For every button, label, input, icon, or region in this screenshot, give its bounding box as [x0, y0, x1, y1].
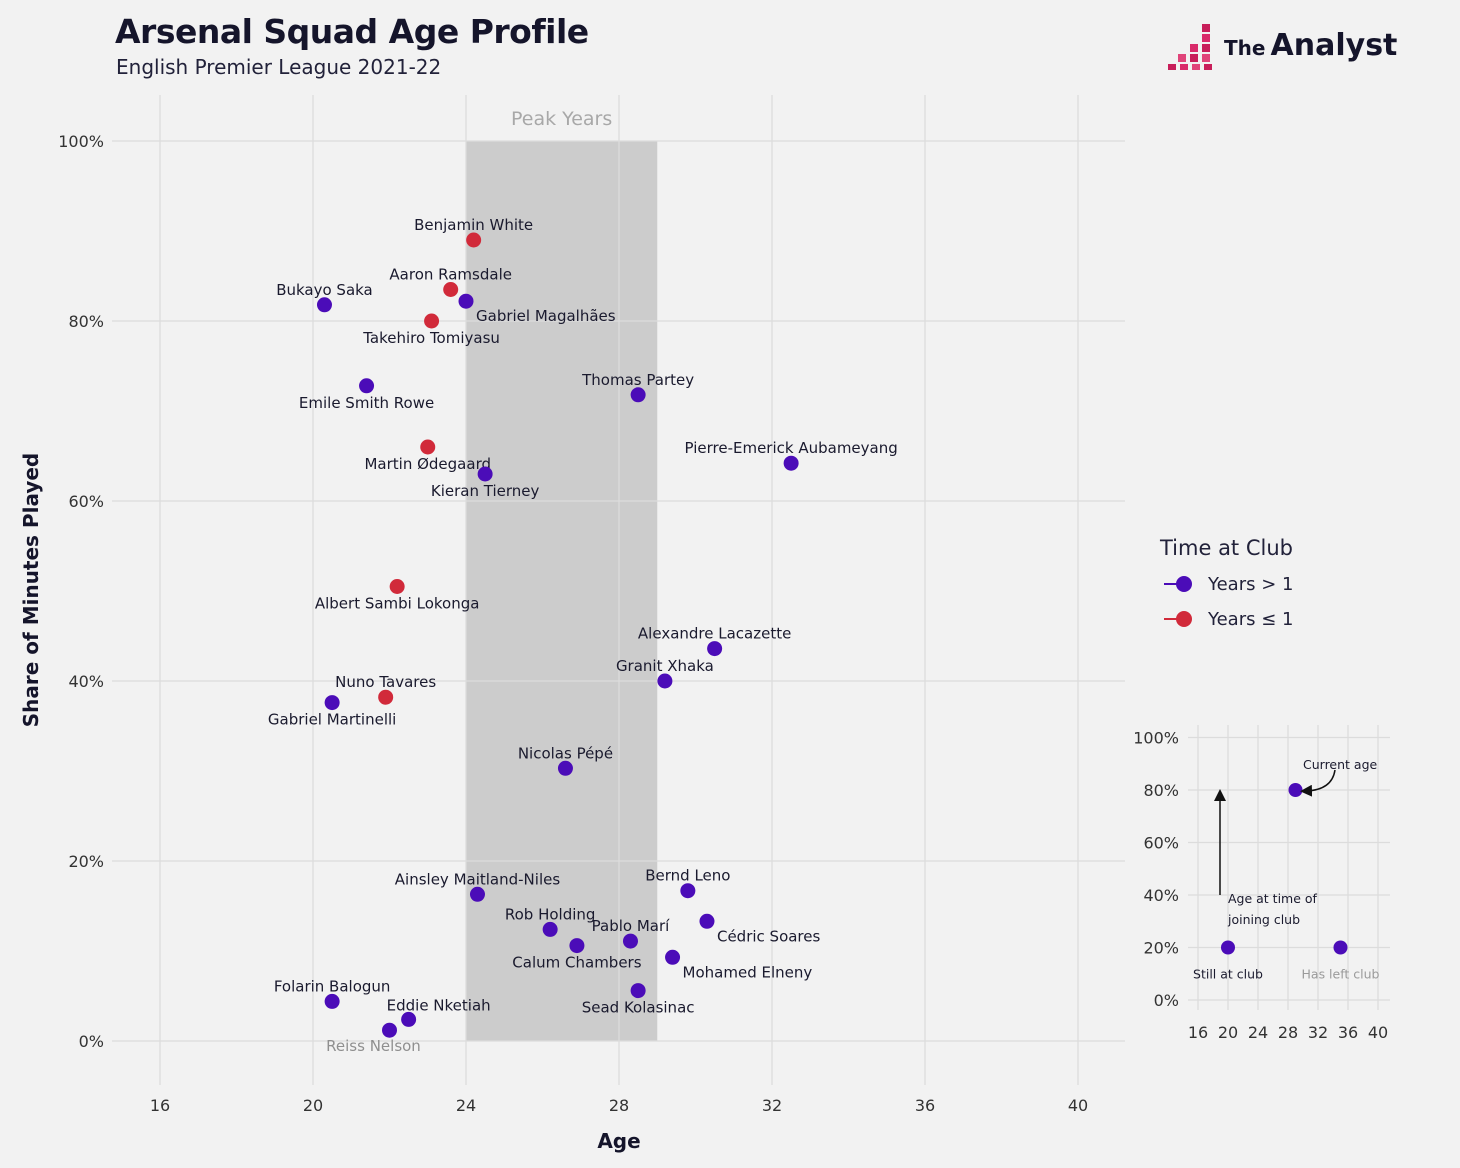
point-label-folarin-balogun: Folarin Balogun	[274, 977, 391, 995]
brand-logo: The Analyst	[1166, 22, 1416, 74]
point-label-rob-holding: Rob Holding	[505, 905, 596, 923]
point-nuno-tavares	[378, 689, 394, 705]
point-label-gabriel-martinelli: Gabriel Martinelli	[268, 711, 396, 729]
x-axis-title: Age	[597, 1129, 640, 1153]
legend-item-short-tenure: Years ≤ 1	[1160, 605, 1293, 640]
y-tick-label: 20%	[68, 852, 104, 871]
point-label-reiss-nelson: Reiss Nelson	[326, 1037, 421, 1055]
legend-item-long-tenure: Years > 1	[1160, 570, 1293, 605]
point-label-bukayo-saka: Bukayo Saka	[276, 281, 373, 299]
point-mohamed-elneny	[665, 949, 681, 965]
point-thomas-partey	[630, 387, 646, 403]
y-axis-title: Share of Minutes Played	[19, 453, 43, 727]
point-sead-kolasinac	[630, 983, 646, 999]
point-gabriel-magalhaes	[458, 293, 474, 309]
point-bernd-leno	[680, 883, 696, 899]
point-label-gabriel-magalhaes: Gabriel Magalhães	[476, 307, 616, 325]
page-title: Arsenal Squad Age Profile	[115, 12, 589, 51]
point-label-bernd-leno: Bernd Leno	[645, 867, 730, 885]
point-label-albert-sambi-lokonga: Albert Sambi Lokonga	[315, 595, 480, 613]
y-tick-label: 60%	[68, 492, 104, 511]
point-label-sead-kolasinac: Sead Kolasinac	[582, 999, 695, 1017]
point-nicolas-pepe	[557, 760, 573, 776]
point-reiss-nelson	[382, 1022, 397, 1038]
point-label-pierre-emerick-aubameyang: Pierre-Emerick Aubameyang	[684, 439, 897, 457]
point-label-granit-xhaka: Granit Xhaka	[616, 657, 714, 675]
point-folarin-balogun	[324, 993, 340, 1009]
point-label-eddie-nketiah: Eddie Nketiah	[387, 996, 491, 1014]
point-ainsley-maitland-niles	[469, 886, 485, 902]
point-gabriel-martinelli	[324, 695, 340, 711]
legend-label-long-tenure: Years > 1	[1208, 574, 1294, 595]
x-tick-label: 40	[1068, 1096, 1088, 1115]
point-emile-smith-rowe	[359, 378, 375, 394]
x-tick-label: 16	[150, 1096, 170, 1115]
analyst-bar-logo-icon	[1168, 24, 1212, 70]
point-rob-holding	[542, 921, 558, 937]
point-granit-xhaka	[657, 673, 673, 689]
peak-years-label: Peak Years	[511, 108, 612, 130]
point-martin-odegaard	[420, 439, 436, 455]
y-tick-label: 80%	[68, 312, 104, 331]
point-aaron-ramsdale	[443, 282, 459, 297]
point-label-kieran-tierney: Kieran Tierney	[431, 482, 540, 500]
x-tick-label: 20	[303, 1096, 323, 1115]
x-tick-label: 24	[456, 1096, 476, 1115]
point-kieran-tierney	[477, 466, 493, 482]
point-benjamin-white	[466, 232, 482, 248]
point-label-nicolas-pepe: Nicolas Pépé	[518, 744, 613, 762]
point-label-alexandre-lacazette: Alexandre Lacazette	[638, 625, 791, 643]
y-tick-label: 100%	[58, 132, 104, 151]
legend-swatch-short-icon	[1164, 611, 1192, 627]
point-label-thomas-partey: Thomas Partey	[581, 371, 694, 389]
point-label-nuno-tavares: Nuno Tavares	[335, 673, 436, 691]
point-pierre-emerick-aubameyang	[783, 455, 799, 471]
page-subtitle: English Premier League 2021-22	[116, 55, 442, 79]
legend-title: Time at Club	[1160, 536, 1293, 560]
x-tick-label: 28	[609, 1096, 629, 1115]
point-eddie-nketiah	[401, 1011, 417, 1027]
brand-analyst: Analyst	[1270, 28, 1398, 63]
point-label-martin-odegaard: Martin Ødegaard	[364, 455, 491, 473]
point-label-takehiro-tomiyasu: Takehiro Tomiyasu	[362, 329, 500, 347]
point-calum-chambers	[569, 938, 585, 954]
x-tick-label: 36	[915, 1096, 935, 1115]
point-albert-sambi-lokonga	[389, 579, 405, 594]
point-label-mohamed-elneny: Mohamed Elneny	[683, 963, 813, 981]
point-label-aaron-ramsdale: Aaron Ramsdale	[389, 266, 512, 284]
brand-the: The	[1224, 36, 1266, 60]
y-tick-label: 40%	[68, 672, 104, 691]
point-bukayo-saka	[316, 297, 332, 313]
legend: Time at Club Years > 1 Years ≤ 1	[1160, 536, 1293, 640]
x-tick-label: 32	[762, 1096, 782, 1115]
legend-label-short-tenure: Years ≤ 1	[1208, 609, 1294, 630]
brand-wordmark: The Analyst	[1224, 28, 1397, 63]
point-label-pablo-mari: Pablo Marí	[592, 917, 670, 935]
point-cedric-soares	[699, 913, 715, 929]
point-label-benjamin-white: Benjamin White	[414, 216, 533, 234]
point-alexandre-lacazette	[707, 641, 723, 657]
point-pablo-mari	[622, 933, 638, 949]
y-tick-label: 0%	[79, 1032, 104, 1051]
point-label-emile-smith-rowe: Emile Smith Rowe	[299, 394, 434, 412]
point-label-cedric-soares: Cédric Soares	[717, 927, 821, 945]
legend-swatch-long-icon	[1164, 576, 1192, 592]
point-label-ainsley-maitland-niles: Ainsley Maitland-Niles	[395, 870, 561, 888]
point-takehiro-tomiyasu	[424, 313, 440, 329]
